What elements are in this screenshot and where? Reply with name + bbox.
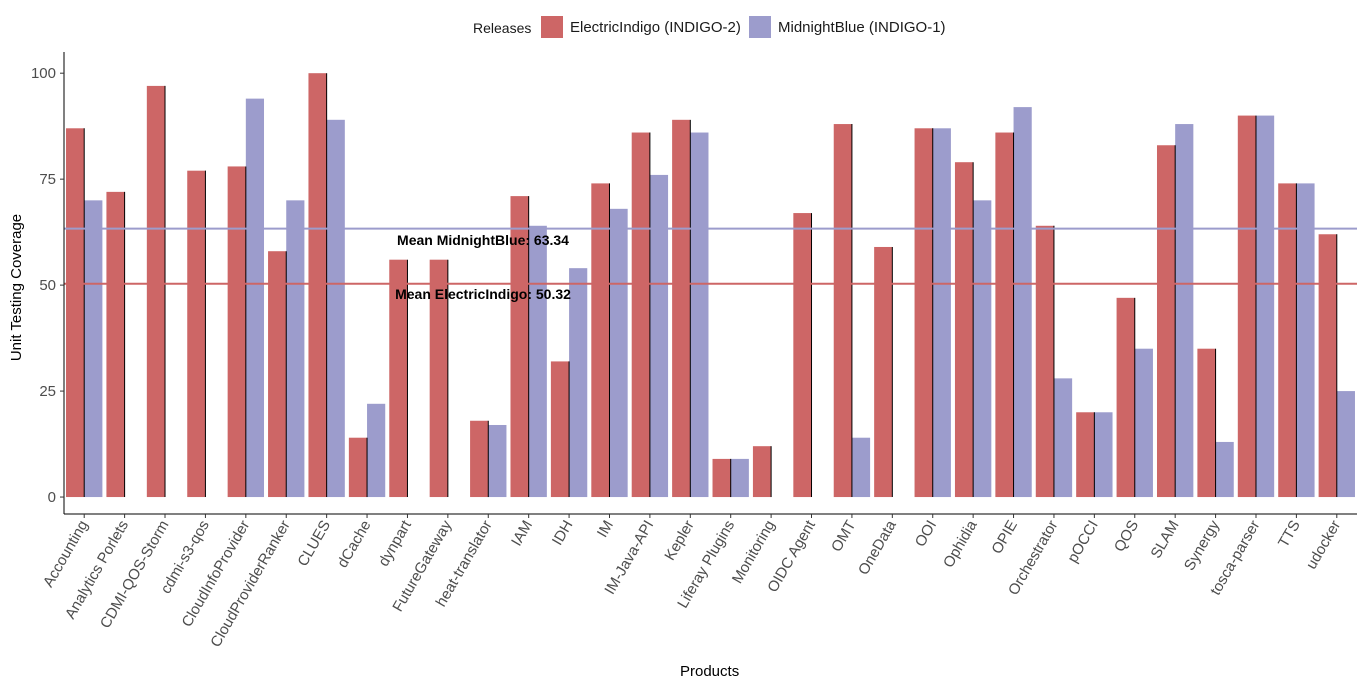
x-tick-label: IAM: [508, 518, 536, 550]
y-axis-title: Unit Testing Coverage: [8, 213, 26, 362]
bar: [973, 200, 992, 498]
bar: [954, 162, 974, 498]
bar: [1215, 441, 1234, 498]
bar: [528, 225, 547, 498]
x-tick-label: Kepler: [661, 517, 697, 563]
y-tick-label: 25: [39, 383, 56, 400]
bar: [1336, 391, 1355, 498]
bar: [793, 213, 812, 498]
y-tick-label: 75: [39, 171, 56, 188]
x-tick-label: OMT: [828, 518, 859, 555]
bar: [286, 200, 305, 498]
x-tick-label: CLUES: [294, 518, 334, 570]
bar: [712, 458, 731, 498]
bar: [510, 196, 529, 498]
bar: [914, 128, 933, 498]
bar: [1076, 412, 1095, 498]
bar: [752, 446, 772, 498]
mean-label: Mean MidnightBlue: 63.34: [397, 232, 569, 248]
x-tick-label: IDH: [549, 518, 577, 549]
bar: [187, 170, 206, 498]
bar: [631, 132, 650, 498]
x-tick-label: IM: [594, 518, 617, 541]
bar: [1175, 124, 1194, 498]
y-tick-label: 50: [39, 277, 56, 294]
x-tick-label: OneData: [855, 517, 900, 578]
bar: [326, 119, 345, 498]
bar: [569, 268, 588, 498]
bar: [1318, 234, 1337, 498]
bar: [874, 246, 893, 498]
bar: [609, 208, 628, 498]
bar: [470, 420, 489, 498]
x-tick-label: OPIE: [988, 518, 1021, 558]
bar: [348, 437, 368, 498]
x-tick-label: Synergy: [1181, 517, 1223, 574]
bar: [995, 132, 1014, 498]
bar: [429, 259, 448, 498]
bar: [146, 85, 166, 498]
bar: [833, 124, 852, 498]
bar: [1013, 107, 1032, 498]
bar: [106, 191, 125, 498]
x-tick-label: QOS: [1111, 518, 1142, 555]
bar: [1197, 348, 1216, 498]
bar: [1094, 412, 1113, 498]
x-tick-label: udocker: [1303, 518, 1344, 573]
bar: [268, 251, 287, 498]
x-tick-label: dCache: [334, 518, 375, 571]
bar: [1255, 115, 1275, 498]
bar: [851, 437, 871, 498]
bar: [66, 128, 85, 498]
bar: [1237, 115, 1256, 498]
bar: [1116, 297, 1135, 498]
y-tick-label: 0: [48, 489, 56, 506]
legend-swatch-electricindigo: [541, 16, 563, 38]
bar: [1053, 378, 1073, 498]
x-tick-label: TTS: [1275, 518, 1304, 551]
bar: [1156, 145, 1176, 498]
mean-label: Mean ElectricIndigo: 50.32: [395, 286, 571, 302]
bar: [1278, 183, 1297, 498]
bar: [1035, 225, 1054, 498]
bar: [227, 166, 246, 498]
bar: [389, 259, 408, 498]
y-tick-label: 100: [31, 65, 56, 82]
bar: [488, 424, 507, 498]
bar: [245, 98, 265, 498]
bar: [367, 403, 386, 498]
legend-label-electricindigo: ElectricIndigo (INDIGO-2): [570, 19, 741, 36]
x-tick-label: dynpart: [375, 517, 415, 570]
bar: [1134, 348, 1153, 498]
x-axis-title: Products: [680, 663, 740, 680]
legend: Releases ElectricIndigo (INDIGO-2) Midni…: [0, 16, 1366, 40]
legend-swatch-midnightblue: [749, 16, 771, 38]
bar: [649, 174, 669, 498]
x-tick-label: SLAM: [1147, 518, 1182, 562]
bar: [672, 119, 691, 498]
bar: [308, 73, 327, 498]
x-tick-label: Ophidia: [940, 517, 981, 571]
bar: [690, 132, 709, 498]
legend-label-midnightblue: MidnightBlue (INDIGO-1): [778, 19, 946, 36]
x-tick-label: OOI: [912, 518, 940, 550]
x-tick-label: CloudProviderRanker: [207, 518, 293, 651]
bar: [932, 128, 951, 498]
x-tick-label: pOCCI: [1064, 518, 1102, 566]
bar: [550, 361, 570, 498]
legend-title: Releases: [473, 20, 532, 36]
bar: [84, 200, 103, 498]
bar: [1296, 183, 1315, 498]
bar: [591, 183, 610, 498]
bar: [730, 458, 749, 498]
